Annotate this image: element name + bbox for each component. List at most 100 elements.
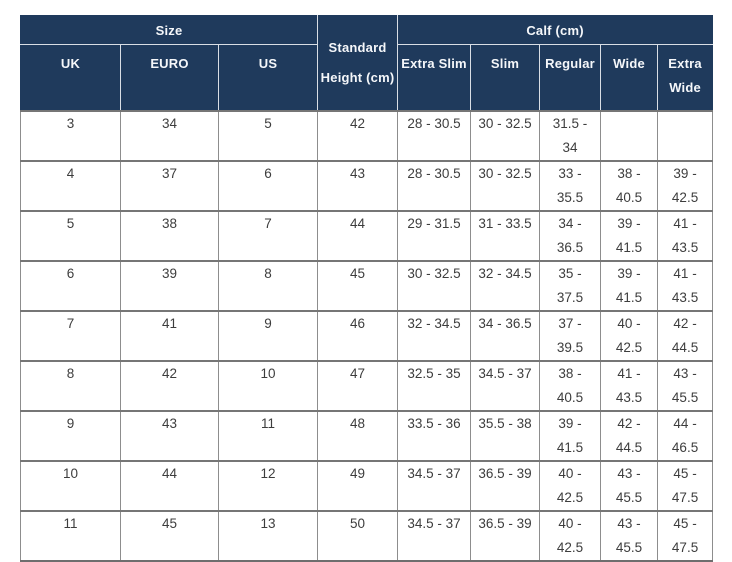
- euro-size-cell: 43: [120, 410, 219, 461]
- extra-slim-cell: 28 - 30.5: [397, 160, 472, 211]
- slim-cell: 34 - 36.5: [470, 310, 541, 361]
- wide-column-header: Wide: [600, 44, 659, 111]
- slim-cell: 31 - 33.5: [470, 210, 541, 261]
- regular-cell: 34 - 36.5: [539, 210, 602, 261]
- height-cell: 44: [317, 210, 399, 261]
- calf-group-header: Calf (cm): [397, 15, 714, 45]
- table-row: 3 34 5 42 28 - 30.5 30 - 32.5 31.5 - 34: [20, 110, 714, 161]
- uk-size-cell: 10: [20, 460, 121, 511]
- size-chart-table: Size Standard Height (cm) Calf (cm) UK E…: [19, 15, 714, 562]
- extra-wide-cell: 41 - 43.5: [657, 210, 714, 261]
- uk-size-cell: 5: [20, 210, 121, 261]
- regular-cell: 33 - 35.5: [539, 160, 602, 211]
- us-size-cell: 6: [217, 160, 319, 211]
- table-row: 4 37 6 43 28 - 30.5 30 - 32.5 33 - 35.5 38 - 40…: [20, 160, 714, 211]
- us-size-cell: 11: [217, 410, 319, 461]
- slim-cell: 34.5 - 37: [470, 360, 541, 411]
- extra-slim-cell: 34.5 - 37: [397, 510, 472, 561]
- us-size-cell: 12: [217, 460, 319, 511]
- regular-cell: 37 - 39.5: [539, 310, 602, 361]
- regular-cell: 35 - 37.5: [539, 260, 602, 311]
- wide-cell: 42 - 44.5: [600, 410, 659, 461]
- height-cell: 46: [317, 310, 399, 361]
- wide-cell: 39 - 41.5: [600, 260, 659, 311]
- table-header: Size Standard Height (cm) Calf (cm) UK E…: [19, 15, 714, 111]
- height-cell: 45: [317, 260, 399, 311]
- euro-size-cell: 34: [120, 110, 219, 161]
- height-cell: 50: [317, 510, 399, 561]
- extra-wide-cell: [657, 110, 714, 161]
- uk-size-cell: 4: [20, 160, 121, 211]
- us-size-cell: 5: [217, 110, 319, 161]
- regular-cell: 40 - 42.5: [539, 510, 602, 561]
- uk-column-header: UK: [20, 44, 121, 111]
- wide-cell: 43 - 45.5: [600, 460, 659, 511]
- us-column-header: US: [217, 44, 319, 111]
- extra-slim-cell: 33.5 - 36: [397, 410, 472, 461]
- extra-wide-cell: 41 - 43.5: [657, 260, 714, 311]
- slim-cell: 36.5 - 39: [470, 510, 541, 561]
- us-size-cell: 10: [217, 360, 319, 411]
- regular-column-header: Regular: [539, 44, 602, 111]
- size-chart-container: Size Standard Height (cm) Calf (cm) UK E…: [19, 15, 714, 562]
- extra-slim-cell: 32.5 - 35: [397, 360, 472, 411]
- wide-cell: 41 - 43.5: [600, 360, 659, 411]
- extra-slim-cell: 32 - 34.5: [397, 310, 472, 361]
- extra-slim-column-header: Extra Slim: [397, 44, 472, 111]
- extra-wide-cell: 42 - 44.5: [657, 310, 714, 361]
- slim-cell: 35.5 - 38: [470, 410, 541, 461]
- extra-slim-cell: 34.5 - 37: [397, 460, 472, 511]
- extra-wide-cell: 45 - 47.5: [657, 460, 714, 511]
- table-row: 10 44 12 49 34.5 - 37 36.5 - 39 40 - 42.5 43 - …: [20, 460, 714, 511]
- size-group-header: Size: [19, 15, 319, 45]
- euro-size-cell: 39: [120, 260, 219, 311]
- extra-wide-cell: 45 - 47.5: [657, 510, 714, 561]
- table-row: 5 38 7 44 29 - 31.5 31 - 33.5 34 - 36.5 39 - 41…: [20, 210, 714, 261]
- table-row: 9 43 11 48 33.5 - 36 35.5 - 38 39 - 41.5 42 - 4…: [20, 410, 714, 461]
- slim-cell: 32 - 34.5: [470, 260, 541, 311]
- table-row: 6 39 8 45 30 - 32.5 32 - 34.5 35 - 37.5 39 - 41…: [20, 260, 714, 311]
- extra-wide-cell: 39 - 42.5: [657, 160, 714, 211]
- height-cell: 42: [317, 110, 399, 161]
- euro-size-cell: 38: [120, 210, 219, 261]
- extra-slim-cell: 29 - 31.5: [397, 210, 472, 261]
- extra-wide-column-header: Extra Wide: [657, 44, 714, 111]
- standard-height-header: Standard Height (cm): [317, 15, 399, 111]
- us-size-cell: 9: [217, 310, 319, 361]
- uk-size-cell: 11: [20, 510, 121, 561]
- height-cell: 47: [317, 360, 399, 411]
- uk-size-cell: 9: [20, 410, 121, 461]
- table-row: 11 45 13 50 34.5 - 37 36.5 - 39 40 - 42.5 43 - …: [20, 510, 714, 561]
- euro-column-header: EURO: [120, 44, 219, 111]
- header-group-row: Size Standard Height (cm) Calf (cm): [19, 15, 714, 111]
- euro-size-cell: 45: [120, 510, 219, 561]
- regular-cell: 31.5 - 34: [539, 110, 602, 161]
- table-body: 3 34 5 42 28 - 30.5 30 - 32.5 31.5 - 34 4 37 6 43 2…: [20, 110, 714, 561]
- slim-column-header: Slim: [470, 44, 541, 111]
- uk-size-cell: 8: [20, 360, 121, 411]
- slim-cell: 30 - 32.5: [470, 110, 541, 161]
- regular-cell: 40 - 42.5: [539, 460, 602, 511]
- wide-cell: 39 - 41.5: [600, 210, 659, 261]
- slim-cell: 30 - 32.5: [470, 160, 541, 211]
- height-cell: 48: [317, 410, 399, 461]
- wide-cell: 40 - 42.5: [600, 310, 659, 361]
- wide-cell: 38 - 40.5: [600, 160, 659, 211]
- euro-size-cell: 42: [120, 360, 219, 411]
- uk-size-cell: 3: [20, 110, 121, 161]
- us-size-cell: 8: [217, 260, 319, 311]
- uk-size-cell: 6: [20, 260, 121, 311]
- regular-cell: 38 - 40.5: [539, 360, 602, 411]
- euro-size-cell: 44: [120, 460, 219, 511]
- wide-cell: 43 - 45.5: [600, 510, 659, 561]
- header-column-row: UK EURO US Extra Slim Slim Regular Wide …: [20, 44, 714, 111]
- table-row: 7 41 9 46 32 - 34.5 34 - 36.5 37 - 39.5 40 - 42…: [20, 310, 714, 361]
- us-size-cell: 7: [217, 210, 319, 261]
- table-row: 8 42 10 47 32.5 - 35 34.5 - 37 38 - 40.5 41 - 4…: [20, 360, 714, 411]
- us-size-cell: 13: [217, 510, 319, 561]
- extra-slim-cell: 30 - 32.5: [397, 260, 472, 311]
- regular-cell: 39 - 41.5: [539, 410, 602, 461]
- height-cell: 43: [317, 160, 399, 211]
- height-cell: 49: [317, 460, 399, 511]
- euro-size-cell: 37: [120, 160, 219, 211]
